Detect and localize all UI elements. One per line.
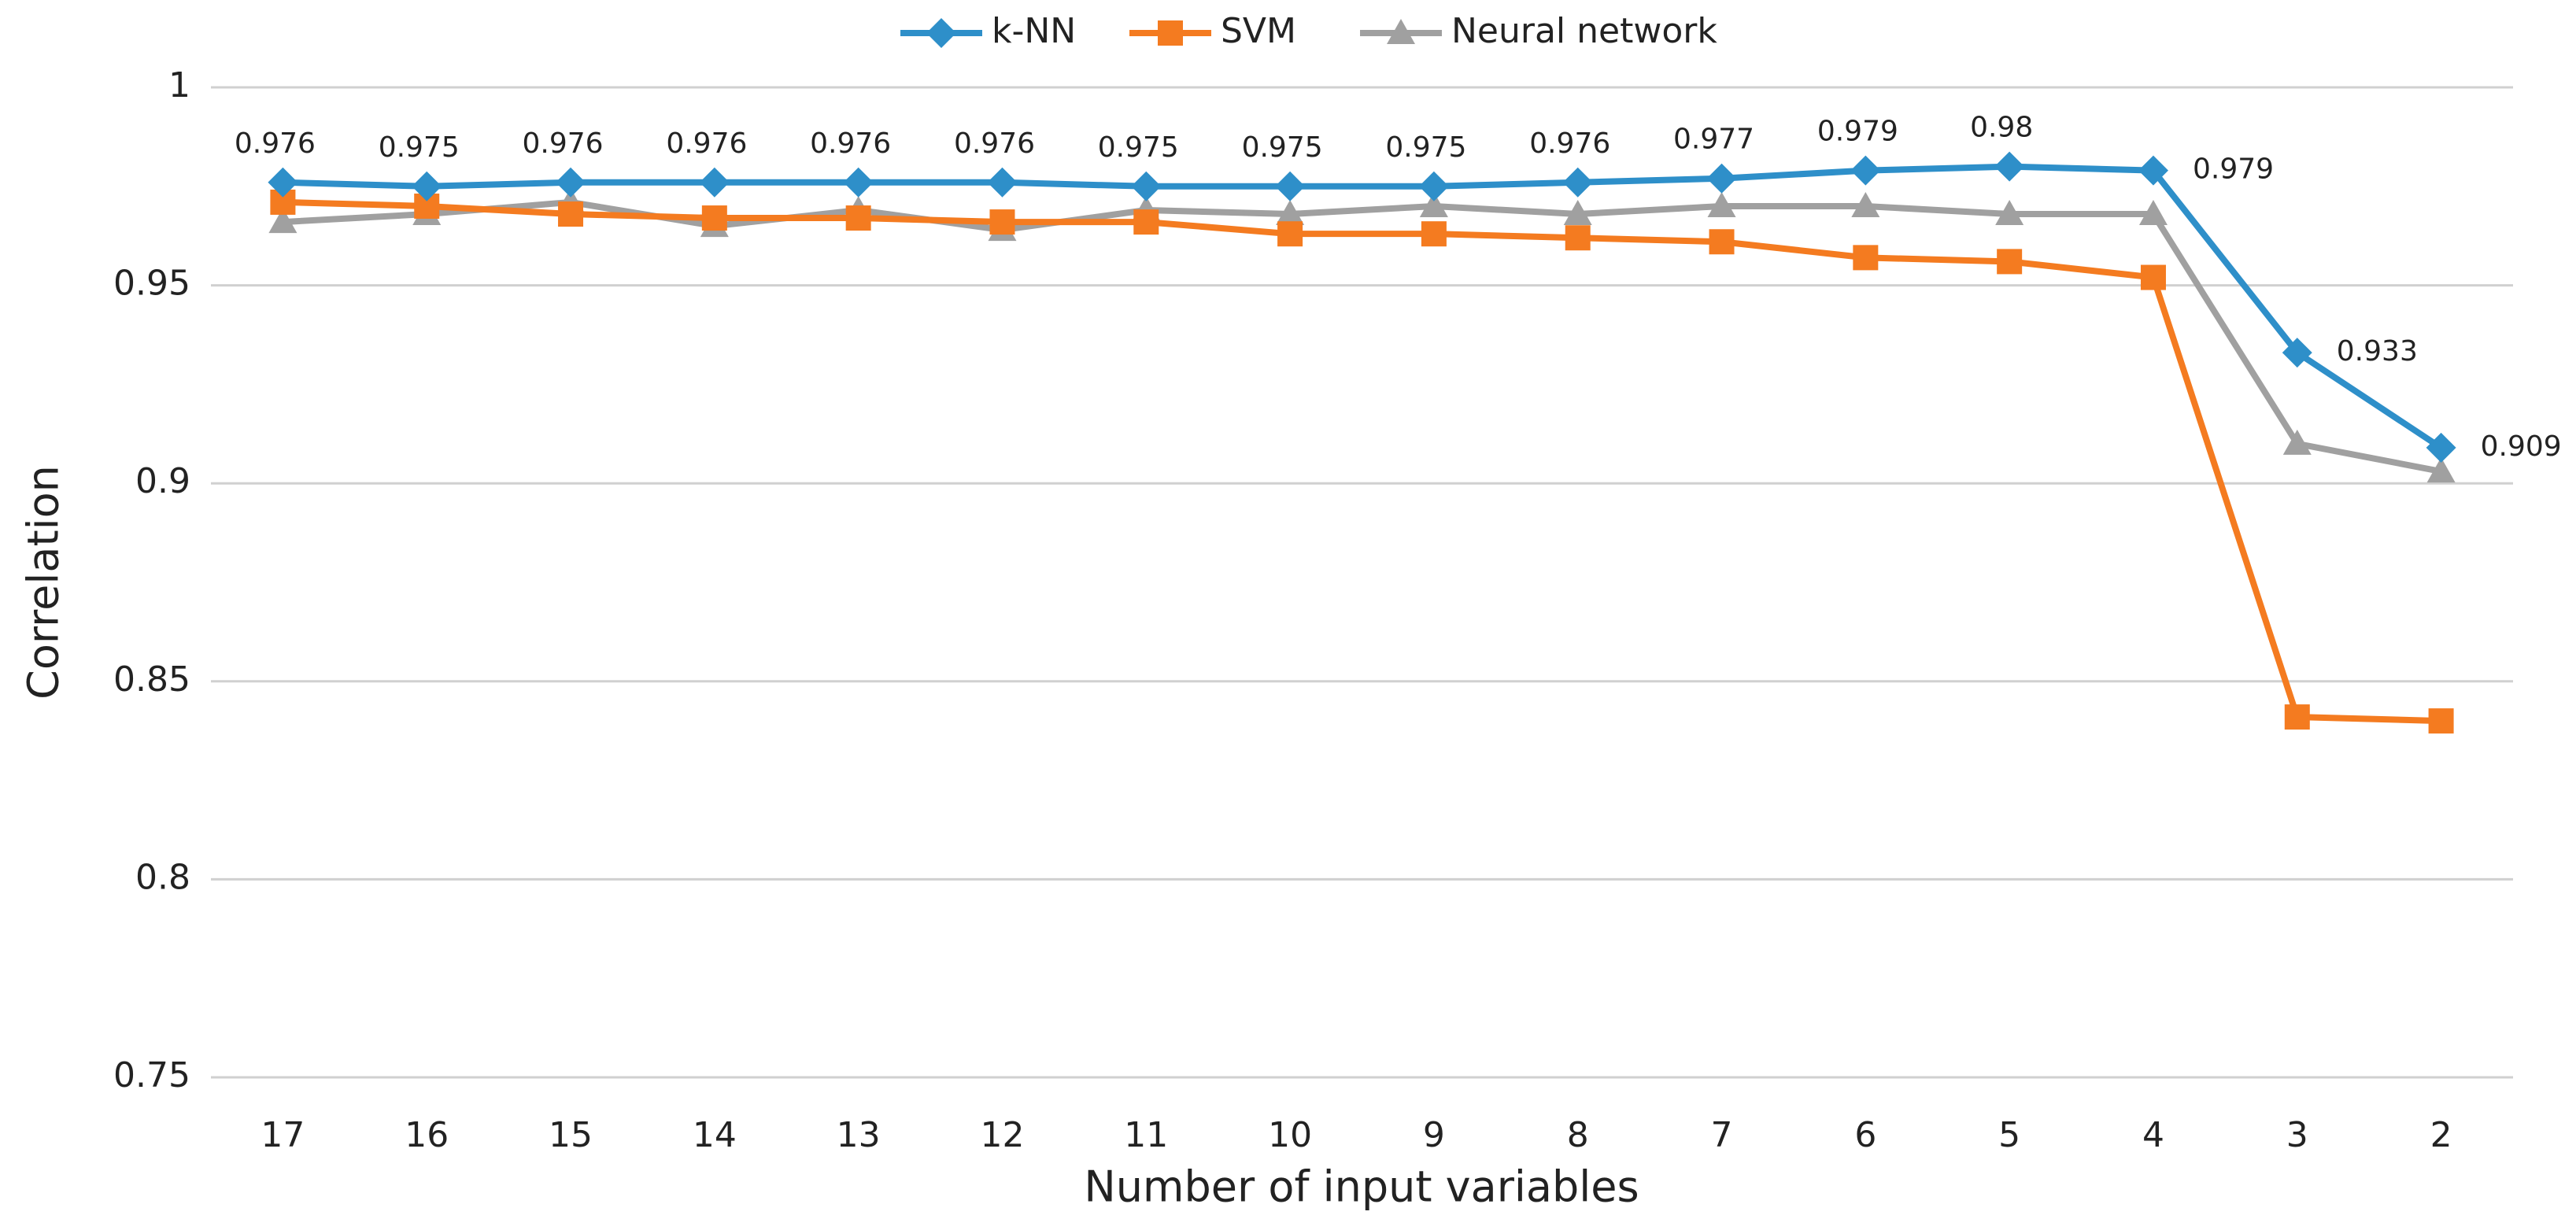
data-label: 0.976 (666, 127, 747, 160)
marker (989, 209, 1015, 235)
data-label: 0.975 (1098, 131, 1179, 164)
marker (1277, 221, 1303, 247)
marker (1994, 151, 2025, 182)
data-label: 0.976 (523, 127, 604, 160)
marker (412, 171, 442, 201)
legend-label: k-NN (992, 11, 1076, 51)
data-label: 0.976 (1529, 127, 1610, 160)
marker (2428, 708, 2454, 734)
y-tick-label: 0.85 (113, 659, 190, 700)
marker (1562, 167, 1593, 198)
marker (556, 167, 586, 198)
y-tick-label: 0.75 (113, 1055, 190, 1095)
data-label: 0.976 (954, 127, 1035, 160)
marker (1419, 191, 1448, 217)
marker (558, 201, 584, 227)
marker (1275, 171, 1306, 201)
x-tick-label: 17 (261, 1115, 305, 1155)
series-line (283, 198, 2441, 725)
data-label: 0.976 (810, 127, 891, 160)
marker (2138, 155, 2168, 186)
legend-label: Neural network (1451, 11, 1717, 51)
marker (1418, 171, 1449, 201)
data-label: 0.909 (2481, 430, 2562, 463)
marker (268, 167, 298, 198)
data-label: 0.975 (379, 131, 460, 164)
y-axis-title: Correlation (19, 465, 68, 700)
marker (2138, 200, 2168, 226)
marker (845, 205, 871, 231)
marker (2282, 338, 2312, 368)
marker (701, 205, 727, 231)
x-tick-label: 8 (1567, 1115, 1589, 1155)
marker (1131, 171, 1162, 201)
marker (1707, 191, 1736, 217)
marker (1709, 229, 1735, 255)
marker (2282, 429, 2312, 455)
marker (1997, 249, 2023, 275)
marker (1276, 200, 1305, 226)
data-label: 0.979 (2193, 153, 2274, 186)
marker (268, 208, 298, 234)
marker (987, 167, 1018, 198)
data-label: 0.98 (1970, 112, 2033, 144)
marker (1850, 155, 1881, 186)
y-tick-label: 0.9 (135, 461, 190, 501)
x-tick-label: 5 (1998, 1115, 2020, 1155)
x-tick-label: 3 (2286, 1115, 2308, 1155)
marker (1421, 221, 1447, 247)
marker (2426, 432, 2456, 463)
legend-marker (1387, 19, 1415, 44)
marker (1563, 200, 1592, 226)
legend-marker (926, 18, 956, 48)
data-label: 0.933 (2337, 335, 2418, 368)
legend-marker (1158, 20, 1183, 46)
marker (1853, 245, 1879, 271)
marker (2140, 264, 2166, 290)
x-tick-label: 13 (837, 1115, 881, 1155)
data-label: 0.977 (1673, 124, 1754, 156)
x-tick-label: 7 (1711, 1115, 1733, 1155)
marker (1565, 225, 1591, 251)
x-tick-label: 6 (1854, 1115, 1876, 1155)
marker (699, 167, 730, 198)
y-tick-label: 1 (168, 65, 190, 105)
x-tick-label: 4 (2142, 1115, 2164, 1155)
x-tick-label: 12 (980, 1115, 1024, 1155)
x-tick-label: 16 (405, 1115, 449, 1155)
x-axis-title: Number of input variables (1084, 1162, 1639, 1212)
marker (1995, 200, 2024, 226)
marker (2426, 457, 2456, 483)
data-label: 0.976 (235, 127, 316, 160)
series-line (283, 163, 2443, 451)
marker (1133, 209, 1159, 235)
data-label: 0.975 (1385, 131, 1466, 164)
marker (843, 167, 874, 198)
x-tick-label: 9 (1423, 1115, 1445, 1155)
marker (1851, 191, 1880, 217)
y-tick-label: 0.95 (113, 264, 190, 304)
marker (2284, 704, 2310, 730)
legend-label: SVM (1221, 11, 1296, 51)
x-tick-label: 14 (693, 1115, 737, 1155)
data-label: 0.975 (1242, 131, 1323, 164)
x-tick-label: 11 (1124, 1115, 1168, 1155)
x-tick-label: 2 (2430, 1115, 2452, 1155)
marker (1706, 163, 1737, 194)
y-tick-label: 0.8 (135, 857, 190, 897)
data-label: 0.979 (1817, 116, 1898, 148)
x-tick-label: 15 (549, 1115, 593, 1155)
x-tick-label: 10 (1268, 1115, 1312, 1155)
